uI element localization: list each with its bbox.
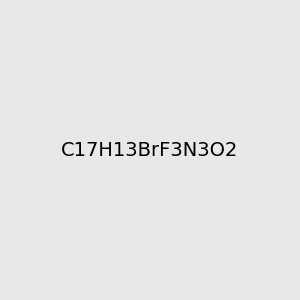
Text: C17H13BrF3N3O2: C17H13BrF3N3O2 xyxy=(61,140,239,160)
